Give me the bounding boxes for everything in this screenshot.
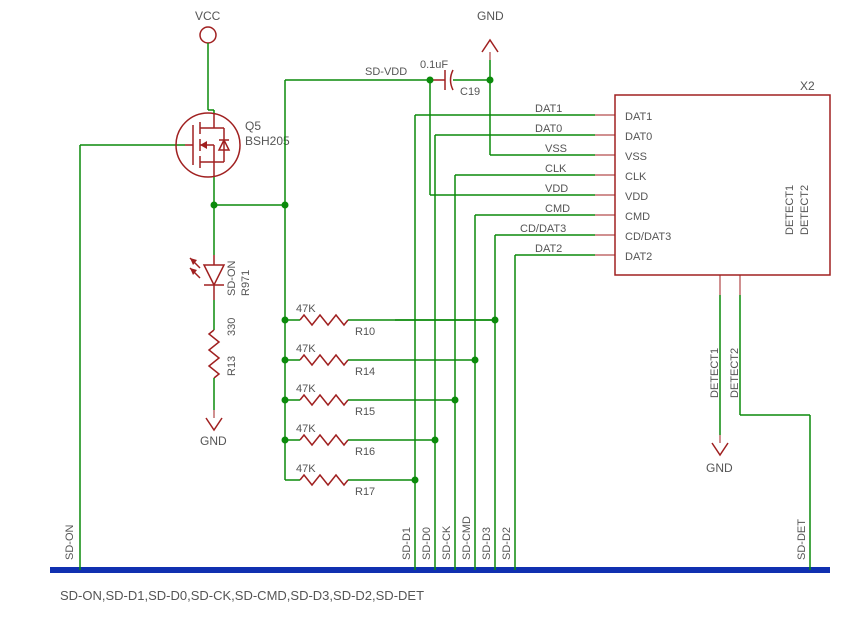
svg-text:DETECT2: DETECT2 [799,185,811,235]
gnd-r13-label: GND [200,434,227,448]
svg-text:SD-D0: SD-D0 [421,527,433,560]
svg-text:47K: 47K [296,303,316,315]
svg-text:CLK: CLK [625,171,647,183]
svg-text:VSS: VSS [625,151,647,163]
svg-text:DETECT1: DETECT1 [784,185,796,235]
r13-ref: R13 [226,356,238,376]
svg-text:R17: R17 [355,486,375,498]
gnd-r13 [206,410,222,430]
svg-text:SD-DET: SD-DET [796,519,808,560]
q5-part: BSH205 [245,134,290,148]
led-sd-on [190,255,224,300]
mosfet-q5 [176,113,240,177]
q5-ref: Q5 [245,119,261,133]
svg-text:SD-CK: SD-CK [441,525,453,560]
r15 [300,395,348,405]
svg-text:SD-D2: SD-D2 [501,527,513,560]
svg-text:47K: 47K [296,343,316,355]
vcc-symbol [200,27,216,43]
r13 [209,330,219,378]
svg-text:VSS: VSS [545,143,567,155]
vcc-label: VCC [195,9,221,23]
svg-text:DAT1: DAT1 [625,111,652,123]
led-ref: SD-ON [226,261,238,297]
svg-text:CD/DAT3: CD/DAT3 [520,223,566,235]
svg-text:DETECT2: DETECT2 [729,348,741,398]
gnd-cap-label: GND [477,9,504,23]
x2-ref: X2 [800,79,815,93]
svg-text:47K: 47K [296,383,316,395]
svg-text:DAT0: DAT0 [625,131,652,143]
svg-text:47K: 47K [296,423,316,435]
svg-text:CMD: CMD [545,203,570,215]
sd-on-bus-label: SD-ON [64,525,76,561]
svg-text:GND: GND [706,461,733,475]
svg-text:SD-CMD: SD-CMD [461,516,473,560]
svg-text:DETECT1: DETECT1 [709,348,721,398]
svg-text:SD-D1: SD-D1 [401,527,413,560]
svg-text:R15: R15 [355,406,375,418]
svg-text:SD-D3: SD-D3 [481,527,493,560]
c19-ref: C19 [460,86,480,98]
svg-text:DAT1: DAT1 [535,103,562,115]
r17 [300,475,348,485]
svg-text:DAT2: DAT2 [625,251,652,263]
led-partref: R971 [240,270,252,296]
svg-text:R16: R16 [355,446,375,458]
svg-text:R10: R10 [355,326,375,338]
svg-text:CD/DAT3: CD/DAT3 [625,231,671,243]
c19-value: 0.1uF [420,59,448,71]
bus-signal-list: SD-ON,SD-D1,SD-D0,SD-CK,SD-CMD,SD-D3,SD-… [60,588,424,603]
svg-text:VDD: VDD [625,191,648,203]
schematic-canvas: SD-ON,SD-D1,SD-D0,SD-CK,SD-CMD,SD-D3,SD-… [0,0,867,633]
r16 [300,435,348,445]
r14 [300,355,348,365]
r13-value: 330 [226,318,238,336]
r10 [300,315,348,325]
svg-text:R14: R14 [355,366,375,378]
svg-text:DAT2: DAT2 [535,243,562,255]
svg-text:CLK: CLK [545,163,567,175]
svg-text:CMD: CMD [625,211,650,223]
svg-text:VDD: VDD [545,183,568,195]
svg-text:47K: 47K [296,463,316,475]
svg-text:DAT0: DAT0 [535,123,562,135]
sd-vdd-label: SD-VDD [365,66,407,78]
